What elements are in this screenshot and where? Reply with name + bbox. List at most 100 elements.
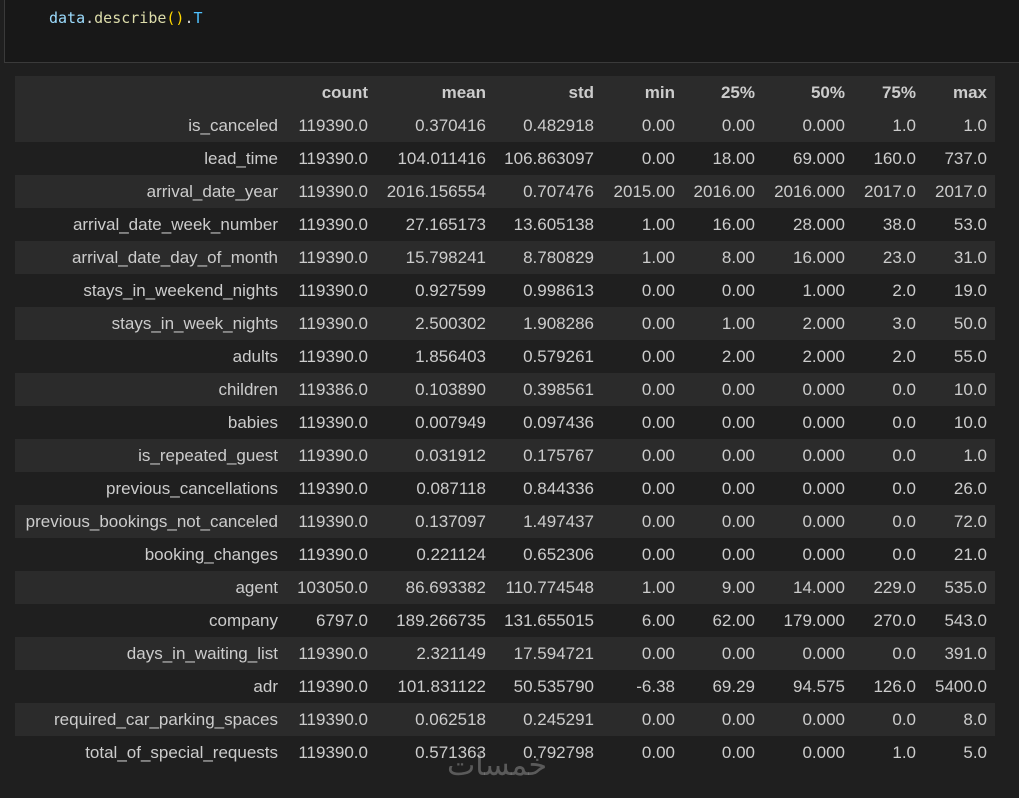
row-label: total_of_special_requests	[85, 742, 278, 762]
table-cell: 0.00	[641, 478, 675, 498]
table-cell: 119390.0	[298, 742, 368, 762]
table-cell: 119390.0	[298, 412, 368, 432]
table-cell: 0.0	[892, 511, 916, 531]
table-cell: 2017.0	[935, 181, 987, 201]
table-cell: 119390.0	[298, 643, 368, 663]
table-cell: 0.571363	[415, 742, 486, 762]
table-cell: 2.500302	[415, 313, 486, 333]
code-cell[interactable]: data.describe().T	[4, 0, 1019, 63]
table-row: arrival_date_week_number 119390.0 27.16517…	[15, 208, 995, 241]
column-header: 25%	[720, 82, 755, 102]
code-token: describe	[94, 9, 167, 27]
table-cell: 1.0	[892, 115, 916, 135]
table-cell: 19.0	[953, 280, 987, 300]
column-header: min	[644, 82, 675, 102]
table-row: adults 119390.0 1.856403 0.579261 0.00 2.00 2.…	[15, 340, 995, 373]
table-cell: 0.00	[721, 379, 755, 399]
column-header: mean	[441, 82, 486, 102]
table-cell: 270.0	[873, 610, 916, 630]
table-row: children 119386.0 0.103890 0.398561 0.00 0.00…	[15, 373, 995, 406]
row-label: stays_in_week_nights	[111, 313, 278, 333]
table-cell: 0.00	[641, 379, 675, 399]
table-cell: 2015.00	[613, 181, 675, 201]
table-cell: 0.221124	[416, 544, 486, 564]
table-cell: 0.00	[641, 544, 675, 564]
table-cell: 119390.0	[298, 148, 368, 168]
table-cell: 0.000	[802, 709, 845, 729]
table-cell: 0.0	[892, 412, 916, 432]
table-cell: 1.00	[641, 214, 675, 234]
table-cell: 50.0	[953, 313, 987, 333]
table-cell: 1.908286	[523, 313, 594, 333]
table-cell: 2.00	[721, 346, 755, 366]
table-cell: 0.0	[892, 478, 916, 498]
table-cell: 0.0	[892, 643, 916, 663]
table-cell: 18.00	[712, 148, 755, 168]
table-cell: 104.011416	[397, 148, 486, 168]
table-cell: 27.165173	[405, 214, 486, 234]
row-label: agent	[235, 577, 278, 597]
table-row: is_canceled 119390.0 0.370416 0.482918 0.00 0…	[15, 109, 995, 142]
table-cell: 0.087118	[416, 478, 486, 498]
table-cell: 0.00	[721, 280, 755, 300]
table-row: lead_time 119390.0 104.011416 106.863097 0.0…	[15, 142, 995, 175]
table-row: required_car_parking_spaces 119390.0 0.062…	[15, 703, 995, 736]
table-cell: 119390.0	[298, 346, 368, 366]
table-cell: 119390.0	[298, 544, 368, 564]
table-cell: 62.00	[712, 610, 755, 630]
column-header: std	[568, 82, 595, 102]
table-cell: 0.00	[641, 148, 675, 168]
row-label: company	[209, 610, 278, 630]
table-cell: 0.00	[641, 742, 675, 762]
table-cell: 0.000	[802, 379, 845, 399]
table-cell: 0.0	[892, 544, 916, 564]
table-cell: 28.000	[793, 214, 845, 234]
table-cell: 1.00	[721, 313, 755, 333]
table-cell: 0.00	[721, 544, 755, 564]
table-cell: 2017.0	[864, 181, 916, 201]
table-cell: 0.0	[892, 709, 916, 729]
table-cell: 0.0	[892, 379, 916, 399]
table-row: total_of_special_requests 119390.0 0.57136…	[15, 736, 995, 769]
table-cell: 0.000	[802, 544, 845, 564]
table-cell: 10.0	[953, 412, 987, 432]
table-cell: 131.655015	[504, 610, 594, 630]
table-cell: 106.863097	[504, 148, 594, 168]
table-cell: 0.245291	[523, 709, 594, 729]
table-cell: 0.00	[641, 313, 675, 333]
table-cell: 0.097436	[523, 412, 594, 432]
table-cell: 0.103890	[415, 379, 486, 399]
table-cell: 101.831122	[397, 676, 486, 696]
table-cell: 0.707476	[523, 181, 594, 201]
table-cell: 119390.0	[298, 445, 368, 465]
table-cell: 119390.0	[298, 313, 368, 333]
table-cell: 103050.0	[297, 577, 368, 597]
table-cell: 10.0	[953, 379, 987, 399]
table-row: company 6797.0 189.266735 131.655015 6.00 62.…	[15, 604, 995, 637]
table-cell: 2.000	[802, 313, 845, 333]
table-cell: 119390.0	[298, 280, 368, 300]
row-label: previous_cancellations	[106, 478, 278, 498]
table-cell: 0.031912	[415, 445, 486, 465]
table-row: babies 119390.0 0.007949 0.097436 0.00 0.00 0.…	[15, 406, 995, 439]
table-cell: 0.792798	[523, 742, 594, 762]
table-cell: 2.321149	[416, 643, 486, 663]
table-row: stays_in_weekend_nights 119390.0 0.927599 0…	[15, 274, 995, 307]
table-row: days_in_waiting_list 119390.0 2.321149 17.5…	[15, 637, 995, 670]
table-cell: 0.00	[721, 478, 755, 498]
row-label: arrival_date_week_number	[72, 214, 278, 234]
table-cell: 2.000	[802, 346, 845, 366]
table-cell: 0.482918	[523, 115, 594, 135]
column-header: 75%	[881, 82, 916, 102]
table-cell: 0.998613	[523, 280, 594, 300]
table-cell: 3.0	[892, 313, 916, 333]
row-label: is_repeated_guest	[138, 445, 278, 465]
column-header: count	[321, 82, 368, 102]
table-cell: 0.579261	[523, 346, 594, 366]
table-cell: 119390.0	[298, 478, 368, 498]
table-cell: 94.575	[793, 676, 845, 696]
table-cell: 737.0	[944, 148, 987, 168]
table-cell: 15.798241	[405, 247, 486, 267]
table-cell: 14.000	[793, 577, 845, 597]
